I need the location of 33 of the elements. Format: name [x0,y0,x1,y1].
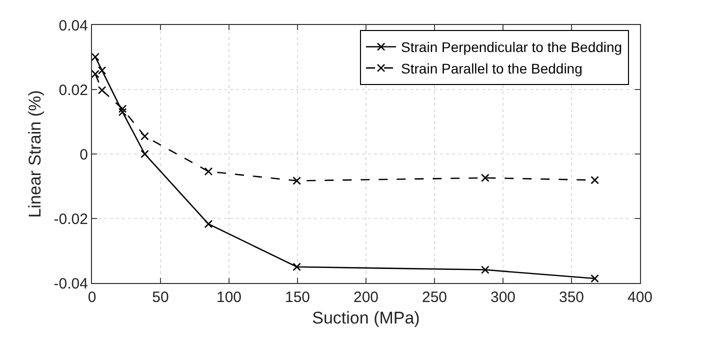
x-axis-title: Suction (MPa) [312,308,420,328]
point [292,176,301,185]
x-tick-label: 350 [558,289,584,306]
legend-label: Strain Parallel to the Bedding [401,60,582,76]
y-axis-title: Linear Strain (%) [25,90,44,218]
point [118,104,127,113]
x-tick-label: 50 [152,289,169,306]
point [140,132,149,140]
x-tick-label: 250 [422,289,448,306]
x-tick-label: 200 [353,289,379,306]
y-tick-label: 0.04 [58,17,88,34]
point [590,274,599,283]
y-tick-label: -0.04 [54,275,88,292]
point [481,174,490,182]
point [481,266,490,274]
point [204,220,213,228]
point [118,108,127,116]
point [92,52,100,62]
y-tick-label: 0 [80,146,88,164]
x-tick-label: 400 [627,289,653,306]
y-tick-label: -0.02 [54,210,88,228]
point [92,70,100,78]
point [292,262,301,272]
point [204,167,213,176]
point [98,66,106,75]
x-tick-label: 100 [216,289,242,306]
x-tick-label: 300 [490,289,516,306]
legend-label: Strain Perpendicular to the Bedding [401,39,622,56]
x-tick-label: 150 [284,289,310,306]
point [140,150,149,158]
y-tick-label: 0.02 [58,82,88,99]
point [590,176,599,184]
point [98,86,106,94]
